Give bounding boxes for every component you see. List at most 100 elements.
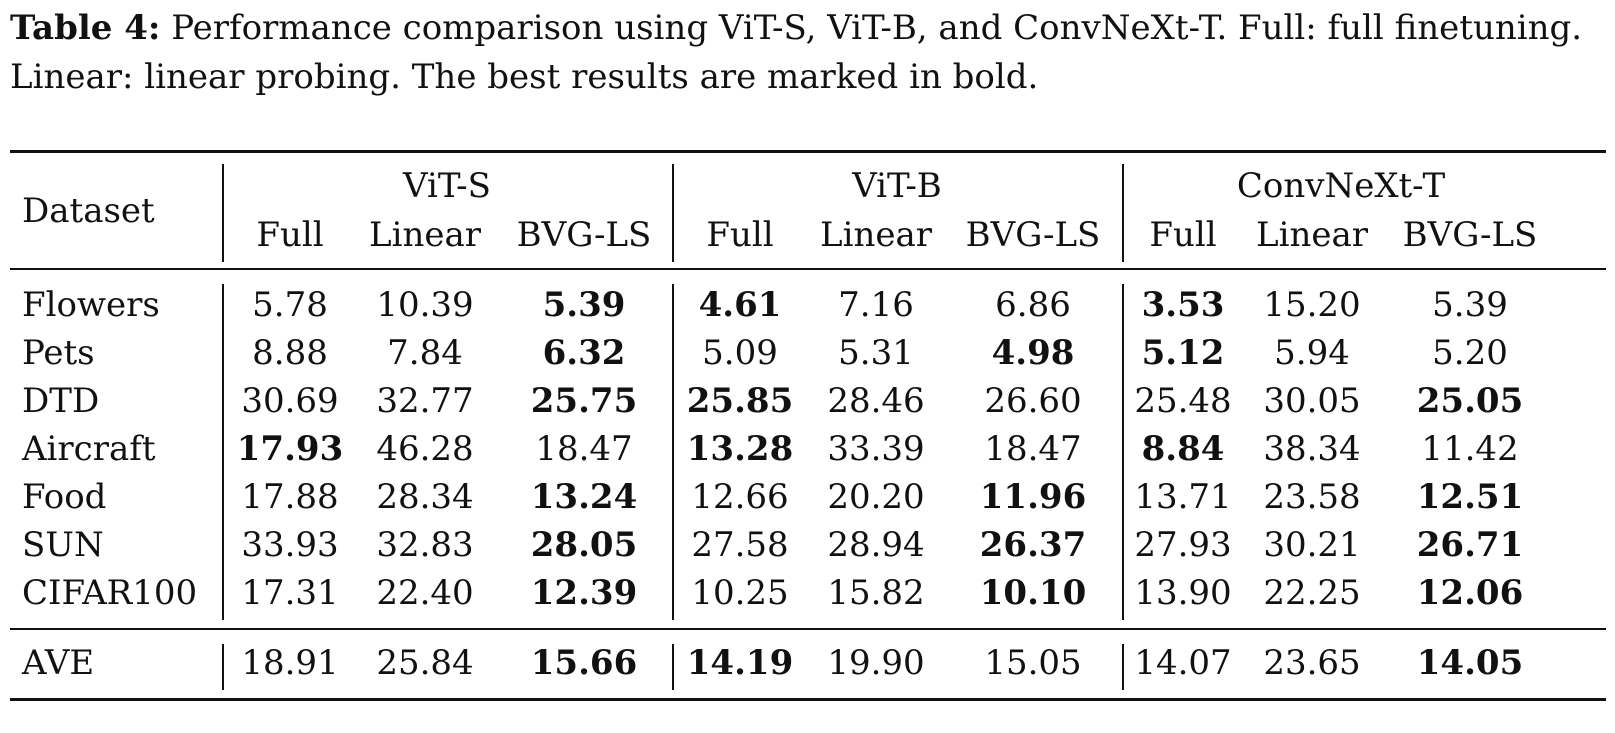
- table-cell: 5.39: [542, 285, 626, 325]
- table-cell: 18.47: [984, 429, 1082, 469]
- table-cell: 10.25: [691, 573, 789, 613]
- group-header-convnext-t: ConvNeXt-T: [1236, 166, 1446, 206]
- subcolumn-header: Linear: [1256, 215, 1368, 255]
- table-cell: 32.77: [376, 381, 474, 421]
- table-cell: 17.93: [236, 429, 344, 469]
- table-cell: 25.85: [686, 381, 794, 421]
- table-cell: 5.78: [252, 285, 328, 325]
- table-cell: 25.75: [530, 381, 638, 421]
- summary-cell: 18.91: [241, 643, 339, 683]
- column-separator: [672, 284, 674, 620]
- row-label: Aircraft: [22, 429, 156, 469]
- table-cell: 26.71: [1416, 525, 1524, 565]
- table-cell: 12.66: [691, 477, 789, 517]
- table-cell: 12.39: [530, 573, 638, 613]
- table-cell: 33.93: [241, 525, 339, 565]
- subcolumn-header: BVG-LS: [965, 215, 1101, 255]
- table-cell: 12.51: [1416, 477, 1524, 517]
- table-cell: 30.05: [1263, 381, 1361, 421]
- summary-cell: 14.05: [1416, 643, 1524, 683]
- table-cell: 28.94: [827, 525, 925, 565]
- table-cell: 26.60: [984, 381, 1082, 421]
- row-label: Pets: [22, 333, 95, 373]
- table-cell: 11.42: [1421, 429, 1519, 469]
- summary-cell: 25.84: [376, 643, 474, 683]
- table-cell: 4.61: [698, 285, 782, 325]
- subcolumn-header: Linear: [820, 215, 932, 255]
- table-cell: 25.48: [1134, 381, 1232, 421]
- caption-text: Performance comparison using ViT-S, ViT-…: [10, 8, 1583, 97]
- table-cell: 10.10: [979, 573, 1087, 613]
- group-header-vit-s: ViT-S: [403, 166, 491, 206]
- column-separator: [1122, 164, 1124, 262]
- summary-row-label: AVE: [22, 643, 95, 683]
- column-separator: [1122, 644, 1124, 690]
- table-cell: 8.88: [252, 333, 328, 373]
- table-cell: 46.28: [376, 429, 474, 469]
- table-cell: 17.88: [241, 477, 339, 517]
- table-cell: 20.20: [827, 477, 925, 517]
- table-cell: 13.24: [530, 477, 638, 517]
- table-cell: 23.58: [1263, 477, 1361, 517]
- row-label: SUN: [22, 525, 104, 565]
- subcolumn-header: Full: [706, 215, 774, 255]
- table-cell: 13.71: [1134, 477, 1232, 517]
- summary-cell: 14.07: [1134, 643, 1232, 683]
- table-cell: 12.06: [1416, 573, 1524, 613]
- table-cell: 3.53: [1141, 285, 1225, 325]
- table-cell: 11.96: [979, 477, 1087, 517]
- table-cell: 5.94: [1274, 333, 1350, 373]
- table-cell: 28.34: [376, 477, 474, 517]
- table-cell: 5.20: [1432, 333, 1508, 373]
- table-cell: 38.34: [1263, 429, 1361, 469]
- table-cell: 6.32: [542, 333, 626, 373]
- table-caption: Table 4: Performance comparison using Vi…: [10, 4, 1605, 102]
- top-rule: [10, 150, 1606, 153]
- caption-label: Table 4:: [10, 8, 161, 48]
- subcolumn-header: Linear: [369, 215, 481, 255]
- table-cell: 7.16: [838, 285, 914, 325]
- row-label: Flowers: [22, 285, 160, 325]
- summary-cell: 15.05: [984, 643, 1082, 683]
- row-label: CIFAR100: [22, 573, 198, 613]
- table-cell: 15.82: [827, 573, 925, 613]
- table-cell: 30.21: [1263, 525, 1361, 565]
- column-separator: [222, 644, 224, 690]
- column-separator: [222, 284, 224, 620]
- table-cell: 22.25: [1263, 573, 1361, 613]
- table-cell: 30.69: [241, 381, 339, 421]
- table-cell: 25.05: [1416, 381, 1524, 421]
- row-label: DTD: [22, 381, 100, 421]
- bottom-rule: [10, 698, 1606, 701]
- table-cell: 17.31: [241, 573, 339, 613]
- table-cell: 27.93: [1134, 525, 1232, 565]
- group-header-vit-b: ViT-B: [852, 166, 942, 206]
- table-cell: 13.90: [1134, 573, 1232, 613]
- table-cell: 15.20: [1263, 285, 1361, 325]
- summary-cell: 15.66: [530, 643, 638, 683]
- table-cell: 32.83: [376, 525, 474, 565]
- row-header-dataset: Dataset: [22, 191, 155, 231]
- table-cell: 5.39: [1432, 285, 1508, 325]
- subcolumn-header: BVG-LS: [1402, 215, 1538, 255]
- table-cell: 5.09: [702, 333, 778, 373]
- table-cell: 7.84: [387, 333, 463, 373]
- row-label: Food: [22, 477, 107, 517]
- summary-cell: 19.90: [827, 643, 925, 683]
- column-separator: [672, 644, 674, 690]
- subcolumn-header: Full: [1149, 215, 1217, 255]
- subcolumn-header: BVG-LS: [516, 215, 652, 255]
- subcolumn-header: Full: [256, 215, 324, 255]
- table-cell: 18.47: [535, 429, 633, 469]
- column-separator: [222, 164, 224, 262]
- table-cell: 27.58: [691, 525, 789, 565]
- table-cell: 28.05: [530, 525, 638, 565]
- table-cell: 5.12: [1141, 333, 1225, 373]
- table-cell: 13.28: [686, 429, 794, 469]
- table-cell: 22.40: [376, 573, 474, 613]
- summary-cell: 14.19: [686, 643, 794, 683]
- column-separator: [1122, 284, 1124, 620]
- table-cell: 33.39: [827, 429, 925, 469]
- header-rule: [10, 268, 1606, 270]
- table-cell: 8.84: [1141, 429, 1225, 469]
